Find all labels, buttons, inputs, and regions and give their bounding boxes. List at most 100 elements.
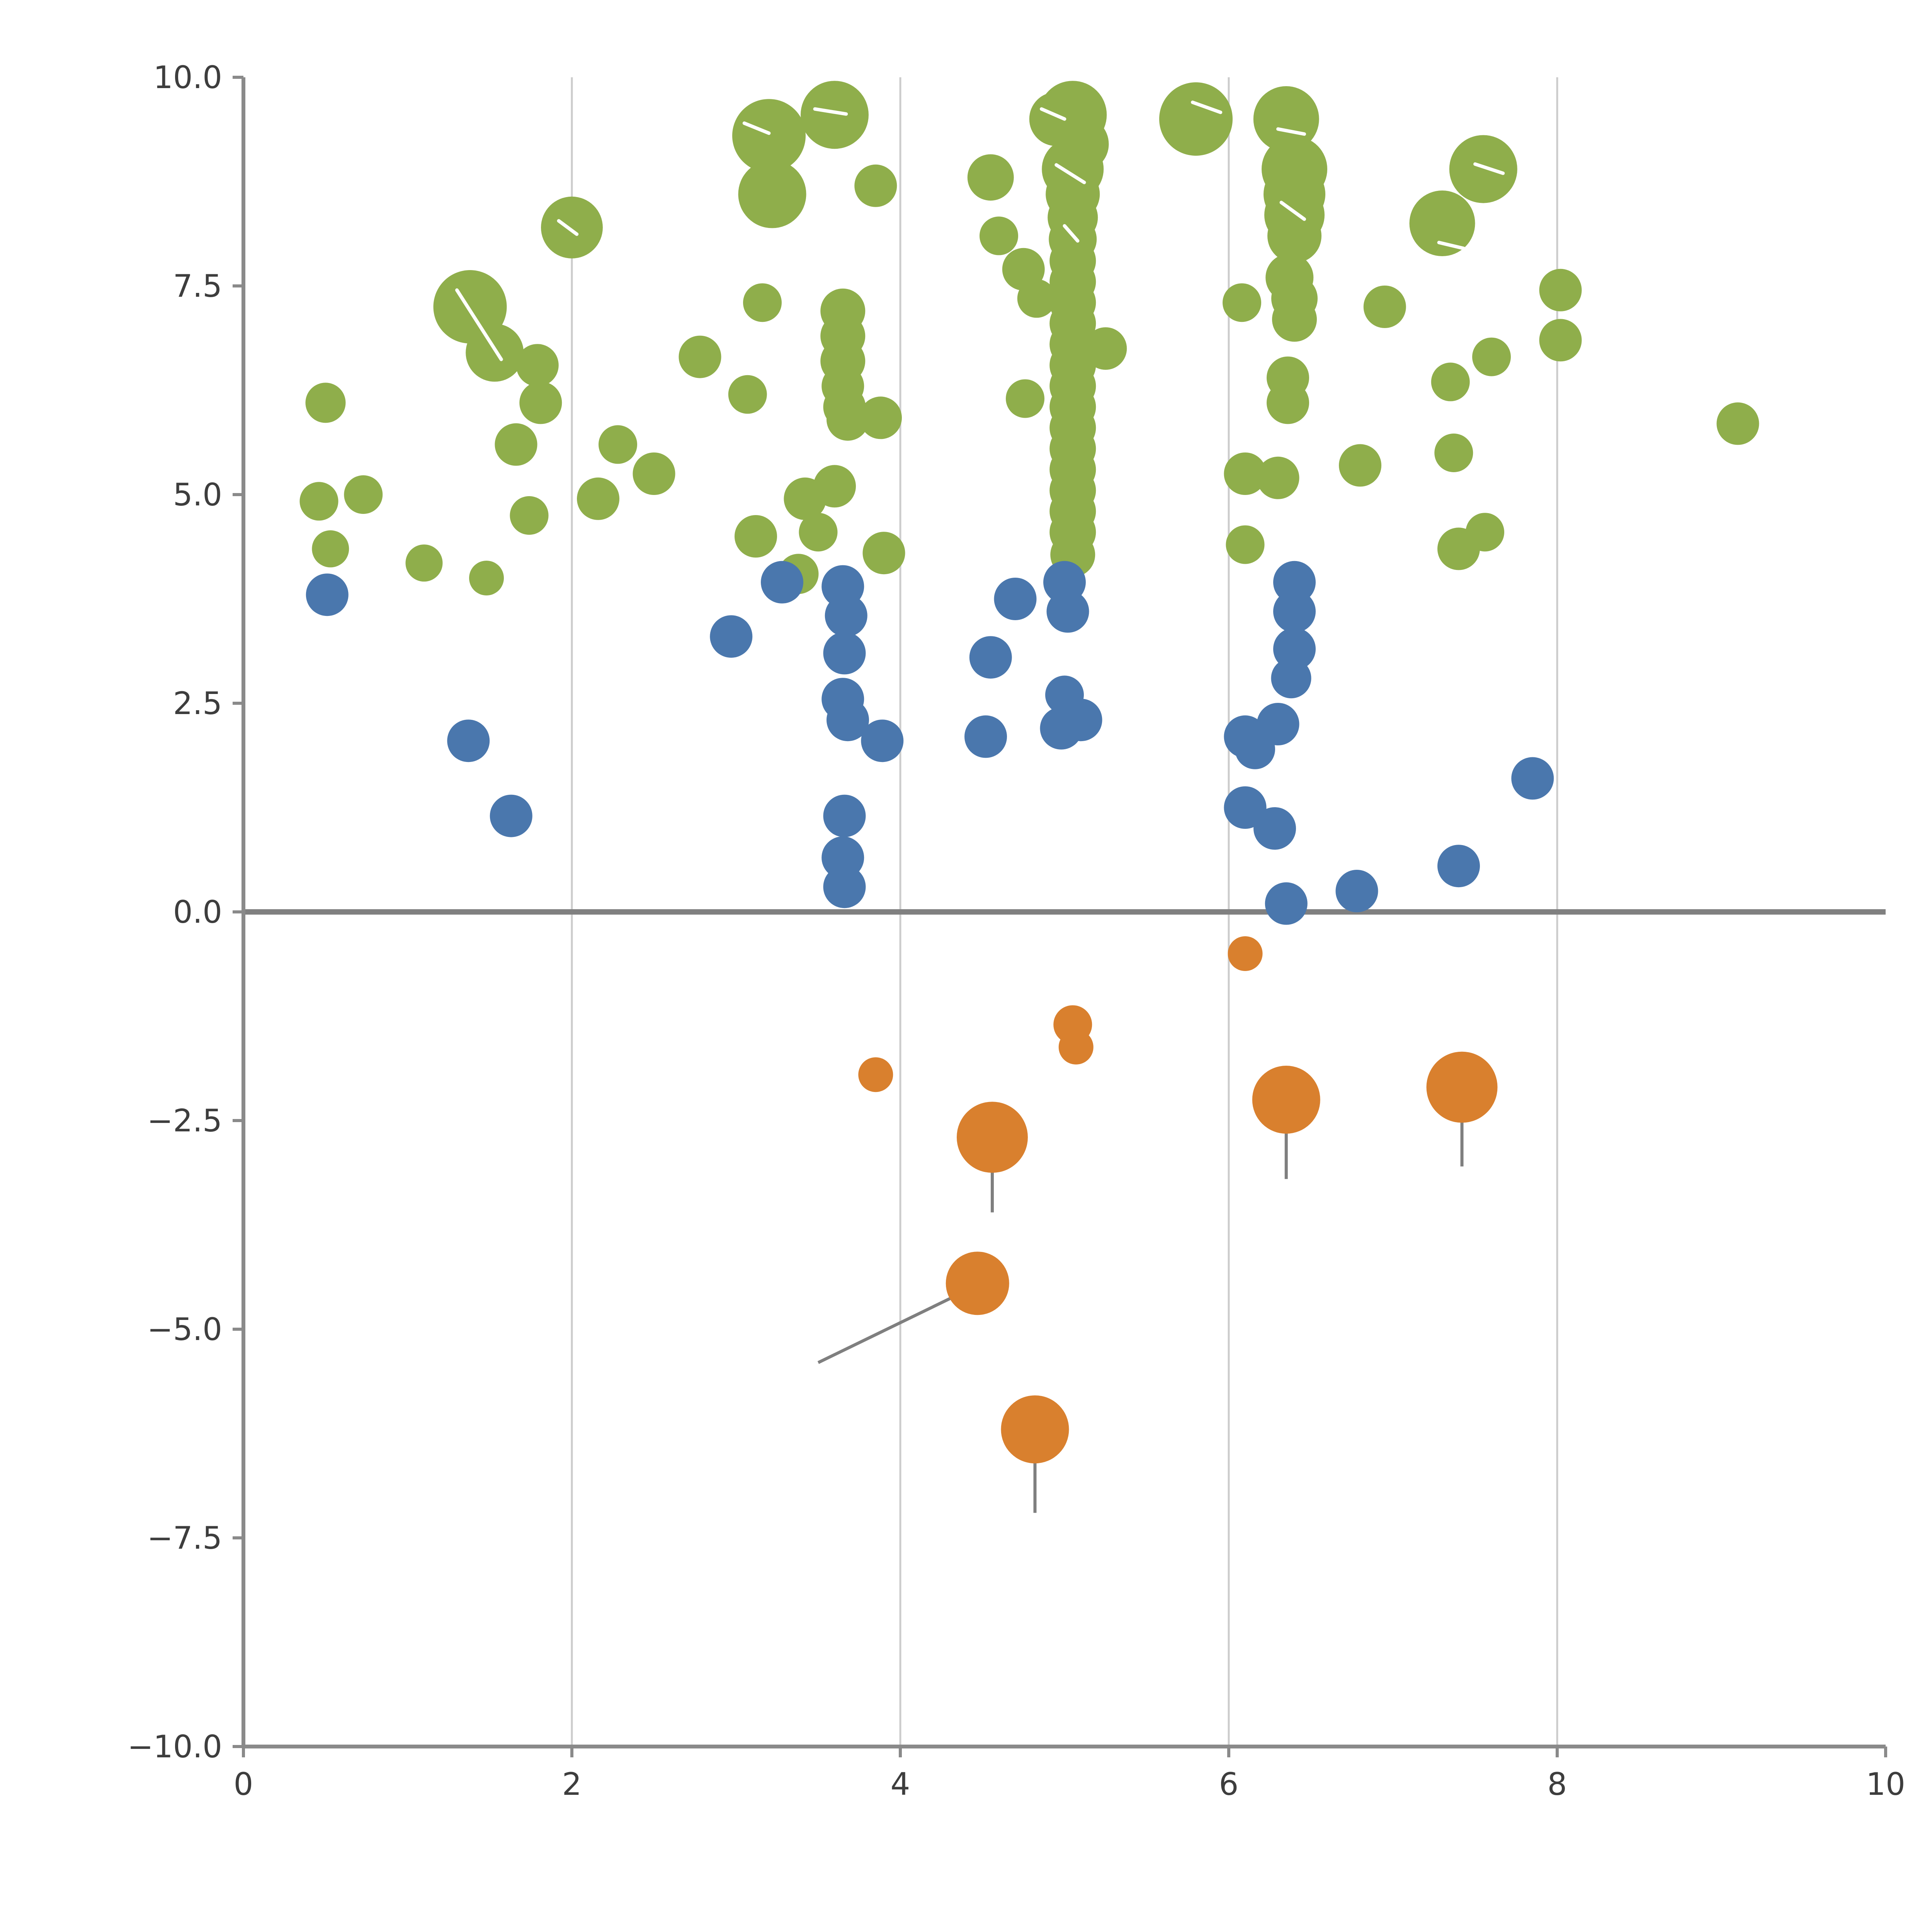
bubble-blue xyxy=(1265,882,1308,925)
bubble-green xyxy=(1466,513,1504,552)
bubble-green xyxy=(1431,362,1470,401)
white-tick-mark xyxy=(742,121,771,135)
bubble-green xyxy=(799,513,838,552)
white-tick-mark xyxy=(1279,201,1306,221)
bubble-green xyxy=(967,154,1014,201)
bubble-blue xyxy=(969,636,1012,679)
bubble-blue xyxy=(1335,870,1378,912)
bubble-green xyxy=(980,216,1018,255)
y-tick-label: 10.0 xyxy=(153,60,222,95)
y-tick-label: 0.0 xyxy=(173,894,222,930)
bubble-orange xyxy=(1228,936,1263,971)
x-tick-label: 10 xyxy=(1866,1766,1905,1802)
bubble-blue xyxy=(994,578,1037,620)
bubble-green xyxy=(1267,209,1321,263)
white-tick-mark xyxy=(813,107,848,116)
bubble-blue xyxy=(827,699,869,742)
bubble-green xyxy=(577,477,619,520)
bubble-green xyxy=(679,335,721,378)
bubble-green xyxy=(299,482,338,521)
bubble-blue xyxy=(447,719,490,762)
bubble-green xyxy=(599,425,637,464)
bubble-blue xyxy=(861,719,904,762)
x-tick-label: 8 xyxy=(1548,1766,1567,1802)
x-tick-label: 4 xyxy=(891,1766,910,1802)
bubble-green xyxy=(1539,269,1582,311)
y-tick-label: −7.5 xyxy=(147,1520,222,1556)
white-tick-mark xyxy=(1063,224,1080,243)
error-bar-line xyxy=(817,1287,970,1364)
bubble-green xyxy=(510,496,549,535)
bubble-blue xyxy=(964,715,1007,758)
bubble-green xyxy=(1434,434,1473,472)
bubble-orange xyxy=(1058,1029,1094,1065)
x-tick-label: 0 xyxy=(234,1766,253,1802)
bubble-green xyxy=(1339,444,1381,487)
bubble-green xyxy=(1716,402,1759,445)
bubble-green xyxy=(862,532,905,575)
bubble-blue xyxy=(1271,658,1311,699)
bubble-green xyxy=(1006,379,1044,418)
bubble-green xyxy=(1084,327,1127,370)
bubble-green xyxy=(1223,283,1261,322)
bubble-green xyxy=(1472,337,1511,376)
bubble-orange xyxy=(946,1252,1009,1315)
white-tick-mark xyxy=(557,219,579,236)
bubble-orange xyxy=(1252,1066,1320,1134)
x-tick-label: 2 xyxy=(562,1766,582,1802)
bubble-green xyxy=(519,381,562,424)
bubble-blue xyxy=(306,573,349,616)
y-tick-label: 5.0 xyxy=(173,477,222,513)
bubble-green xyxy=(541,196,603,259)
bubble-green xyxy=(743,283,782,322)
y-tick-label: −5.0 xyxy=(147,1311,222,1347)
bubble-green xyxy=(732,99,806,173)
bubble-blue xyxy=(761,561,803,604)
bubble-blue xyxy=(823,866,866,908)
bubble-orange xyxy=(957,1102,1028,1173)
bubble-blue xyxy=(1437,845,1480,888)
bubble-orange xyxy=(1001,1395,1069,1464)
bubble-green xyxy=(1363,286,1406,328)
bubble-blue xyxy=(825,594,867,637)
bubble-orange xyxy=(858,1057,893,1092)
y-tick-label: −10.0 xyxy=(128,1729,222,1765)
bubble-green xyxy=(495,423,537,466)
bubble-blue xyxy=(823,794,866,837)
bubble-green xyxy=(1257,456,1299,499)
bubble-green xyxy=(469,561,504,595)
bubble-green xyxy=(1449,135,1517,203)
bubble-blue xyxy=(710,615,753,658)
white-tick-mark xyxy=(455,288,503,361)
bubble-green xyxy=(735,515,777,558)
bubble-green xyxy=(1267,381,1309,424)
bubble-blue xyxy=(1060,699,1102,742)
bubble-blue xyxy=(1273,561,1316,604)
white-tick-mark xyxy=(1473,162,1505,175)
white-tick-mark xyxy=(838,247,856,265)
bubble-green xyxy=(1409,190,1475,256)
bubble-orange xyxy=(1426,1051,1498,1123)
bubble-green xyxy=(312,530,349,568)
bubble-green xyxy=(728,375,767,414)
bubble-green xyxy=(1159,82,1233,156)
white-tick-mark xyxy=(1040,107,1066,121)
bubble-green xyxy=(854,164,897,207)
bubble-green xyxy=(738,160,806,228)
bubble-green xyxy=(516,344,559,387)
bubble-blue xyxy=(1253,807,1296,850)
bubble-green xyxy=(801,81,869,149)
bubble-green xyxy=(813,465,856,508)
bubble-blue xyxy=(1257,703,1299,745)
white-tick-mark xyxy=(1276,127,1306,136)
y-tick-label: 7.5 xyxy=(173,268,222,304)
bubble-blue xyxy=(1511,757,1554,800)
white-tick-mark xyxy=(1054,163,1086,184)
bubble-blue xyxy=(823,632,866,675)
y-tick-label: −2.5 xyxy=(147,1103,222,1139)
bubble-green xyxy=(827,398,869,441)
bubble-green xyxy=(633,452,675,495)
bubble-green xyxy=(1272,297,1317,342)
bubble-blue xyxy=(1273,590,1316,633)
